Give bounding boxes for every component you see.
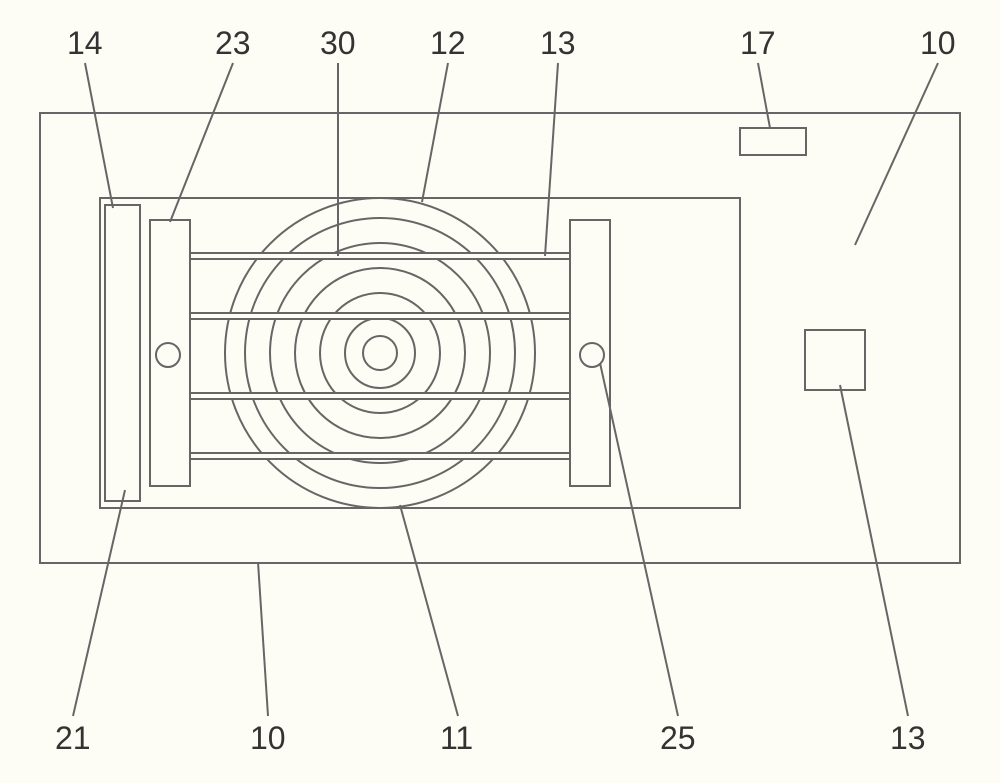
callout-label: 10 xyxy=(250,720,286,757)
callout-label: 23 xyxy=(215,25,251,62)
callout-label: 25 xyxy=(660,720,696,757)
technical-drawing-svg xyxy=(0,0,1000,783)
callout-label: 14 xyxy=(67,25,103,62)
callout-label: 21 xyxy=(55,720,91,757)
callout-label: 10 xyxy=(920,25,956,62)
callout-label: 13 xyxy=(540,25,576,62)
callout-label: 13 xyxy=(890,720,926,757)
callout-label: 11 xyxy=(440,720,473,757)
diagram-container: 14 23 30 12 13 17 10 21 10 11 25 13 xyxy=(0,0,1000,783)
callout-label: 17 xyxy=(740,25,776,62)
callout-label: 12 xyxy=(430,25,466,62)
callout-label: 30 xyxy=(320,25,356,62)
